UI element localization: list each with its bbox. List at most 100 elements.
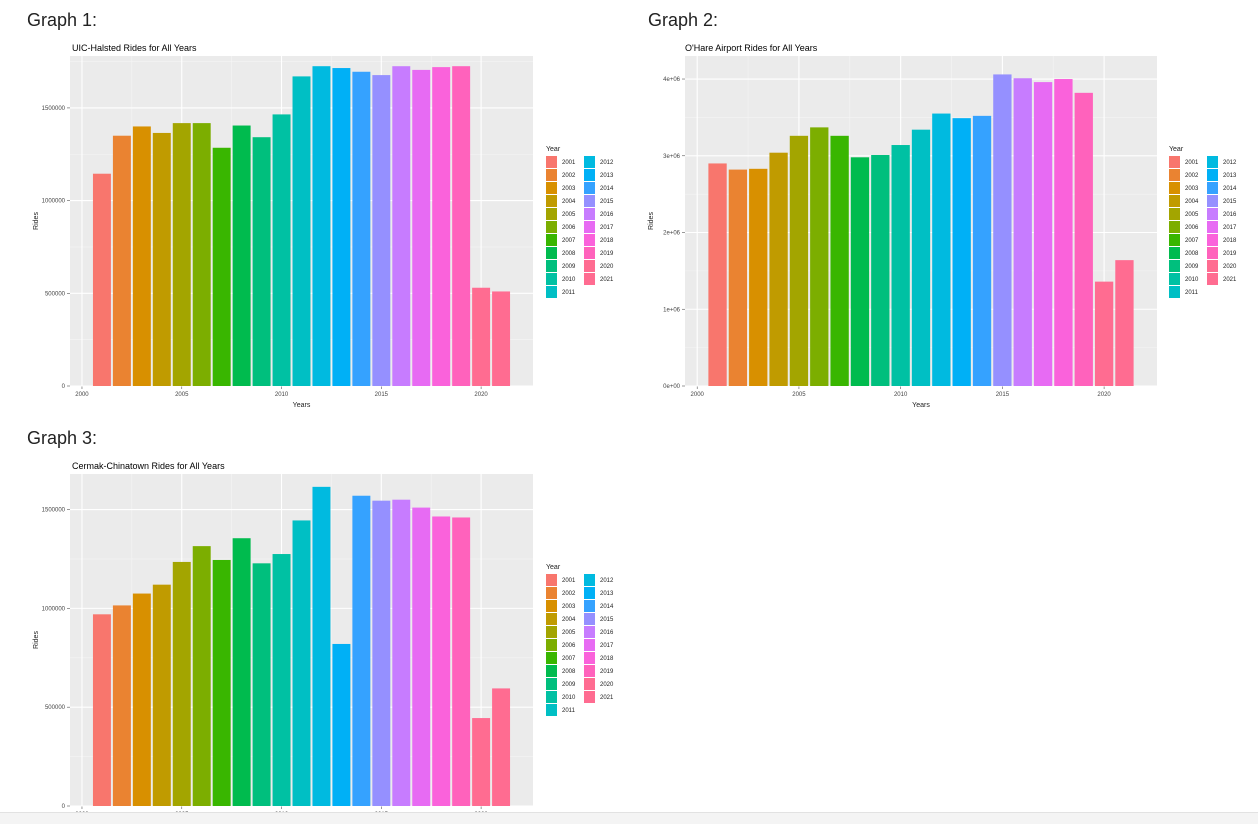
chart1-legend-label-2008: 2008 <box>562 251 576 257</box>
chart1-x-tick-label: 2005 <box>175 392 189 398</box>
chart3-bar-2013 <box>332 643 351 806</box>
chart1-legend-key-2013 <box>584 169 595 181</box>
chart1-bar-2011 <box>292 76 311 387</box>
chart2-legend-label-2002: 2002 <box>1185 173 1199 179</box>
chart1-legend-label-2021: 2021 <box>600 277 614 283</box>
chart1-legend-key-2021 <box>584 273 595 285</box>
chart2-legend-key-2009 <box>1169 260 1180 272</box>
chart2-legend-label-2001: 2001 <box>1185 160 1199 166</box>
chart2-legend-key-2011 <box>1169 286 1180 298</box>
chart3-bar-2005 <box>172 561 191 806</box>
chart2-legend-label-2005: 2005 <box>1185 212 1199 218</box>
chart2-y-tick-label: 1e+06 <box>663 307 681 313</box>
cermak-chinatown-chart: Cermak-Chinatown Rides for All Years2000… <box>33 461 614 818</box>
chart1-x-tick-label: 2020 <box>474 392 488 398</box>
chart1-legend-key-2020 <box>584 260 595 272</box>
chart3-legend-label-2006: 2006 <box>562 643 576 649</box>
chart1-legend-label-2006: 2006 <box>562 225 576 231</box>
chart2-bar-2014 <box>972 115 992 386</box>
chart1-legend-key-2011 <box>546 286 557 298</box>
chart2-legend-key-2019 <box>1207 247 1218 259</box>
chart3-legend-label-2019: 2019 <box>600 669 614 675</box>
chart1-bar-2020 <box>472 287 491 386</box>
chart2-legend-key-2006 <box>1169 221 1180 233</box>
chart2-legend-key-2004 <box>1169 195 1180 207</box>
chart3-legend-label-2010: 2010 <box>562 695 576 701</box>
chart3-legend-key-2006 <box>546 639 557 651</box>
chart3-legend-key-2019 <box>584 665 595 677</box>
chart2-legend-key-2007 <box>1169 234 1180 246</box>
chart3-legend-key-2008 <box>546 665 557 677</box>
chart1-legend-label-2005: 2005 <box>562 212 576 218</box>
chart2-legend-key-2010 <box>1169 273 1180 285</box>
chart2-bar-2016 <box>1013 78 1032 387</box>
chart1-legend-key-2002 <box>546 169 557 181</box>
chart3-legend-key-2005 <box>546 626 557 638</box>
chart1-legend-label-2009: 2009 <box>562 264 576 270</box>
chart3-legend-label-2021: 2021 <box>600 695 614 701</box>
chart1-bar-2012 <box>312 66 331 387</box>
chart1-legend-key-2010 <box>546 273 557 285</box>
chart1-legend-key-2006 <box>546 221 557 233</box>
chart3-legend-label-2016: 2016 <box>600 630 614 636</box>
chart3-y-tick-label: 1500000 <box>42 508 66 514</box>
chart3-legend-label-2003: 2003 <box>562 604 576 610</box>
chart1-legend-key-2009 <box>546 260 557 272</box>
chart3-legend-key-2016 <box>584 626 595 638</box>
chart2-legend-key-2005 <box>1169 208 1180 220</box>
chart1-bar-2005 <box>172 123 191 386</box>
chart3-legend-label-2020: 2020 <box>600 682 614 688</box>
chart3-title: Cermak-Chinatown Rides for All Years <box>72 461 225 471</box>
chart1-y-tick-label: 1000000 <box>42 199 66 205</box>
chart2-bar-2015 <box>993 74 1012 386</box>
chart3-bar-2011 <box>292 520 311 806</box>
chart3-bar-2004 <box>152 584 171 806</box>
chart2-legend-label-2017: 2017 <box>1223 225 1237 231</box>
chart1-bar-2009 <box>252 137 271 386</box>
chart3-legend-key-2003 <box>546 600 557 612</box>
chart3-legend-key-2009 <box>546 678 557 690</box>
chart3-legend-label-2001: 2001 <box>562 578 576 584</box>
chart2-legend-label-2011: 2011 <box>1185 290 1199 296</box>
graph-1-heading: Graph 1: <box>27 10 98 30</box>
chart2-bar-2005 <box>789 135 809 386</box>
chart3-bar-2001 <box>92 614 111 806</box>
chart2-legend-key-2016 <box>1207 208 1218 220</box>
chart3-bar-2006 <box>192 546 211 806</box>
chart1-legend-label-2004: 2004 <box>562 199 576 205</box>
chart2-bar-2013 <box>952 118 971 387</box>
chart1-bar-2017 <box>412 69 431 387</box>
chart1-legend-label-2010: 2010 <box>562 277 576 283</box>
chart2-legend-key-2003 <box>1169 182 1180 194</box>
chart1-bar-2018 <box>432 67 451 386</box>
chart2-bar-2011 <box>911 129 931 386</box>
chart3-bar-2018 <box>432 516 451 806</box>
chart3-bar-2020 <box>472 718 491 806</box>
chart1-legend-label-2016: 2016 <box>600 212 614 218</box>
chart3-legend-key-2021 <box>584 691 595 703</box>
chart3-legend-label-2005: 2005 <box>562 630 576 636</box>
chart3-legend-label-2007: 2007 <box>562 656 576 662</box>
chart1-legend-key-2019 <box>584 247 595 259</box>
chart2-legend-label-2007: 2007 <box>1185 238 1199 244</box>
chart2-bar-2001 <box>708 163 727 386</box>
chart1-legend-label-2002: 2002 <box>562 173 576 179</box>
chart2-legend-key-2021 <box>1207 273 1218 285</box>
chart1-bar-2007 <box>212 147 231 386</box>
chart2-bar-2003 <box>749 168 768 386</box>
chart3-legend-label-2013: 2013 <box>600 591 614 597</box>
chart2-bar-2006 <box>810 127 829 386</box>
chart3-legend-title: Year <box>546 564 561 571</box>
chart3-legend-label-2012: 2012 <box>600 578 614 584</box>
chart2-bar-2004 <box>769 152 788 386</box>
chart2-bar-2008 <box>850 157 870 386</box>
chart3-bar-2015 <box>372 500 391 806</box>
chart2-legend-key-2015 <box>1207 195 1218 207</box>
chart2-legend-label-2003: 2003 <box>1185 186 1199 192</box>
chart1-legend-key-2003 <box>546 182 557 194</box>
chart1-legend-key-2012 <box>584 156 595 168</box>
chart3-legend-key-2001 <box>546 574 557 586</box>
chart2-y-tick-label: 4e+06 <box>663 77 681 83</box>
chart2-legend-label-2012: 2012 <box>1223 160 1237 166</box>
chart2-y-tick-label: 2e+06 <box>663 231 681 237</box>
